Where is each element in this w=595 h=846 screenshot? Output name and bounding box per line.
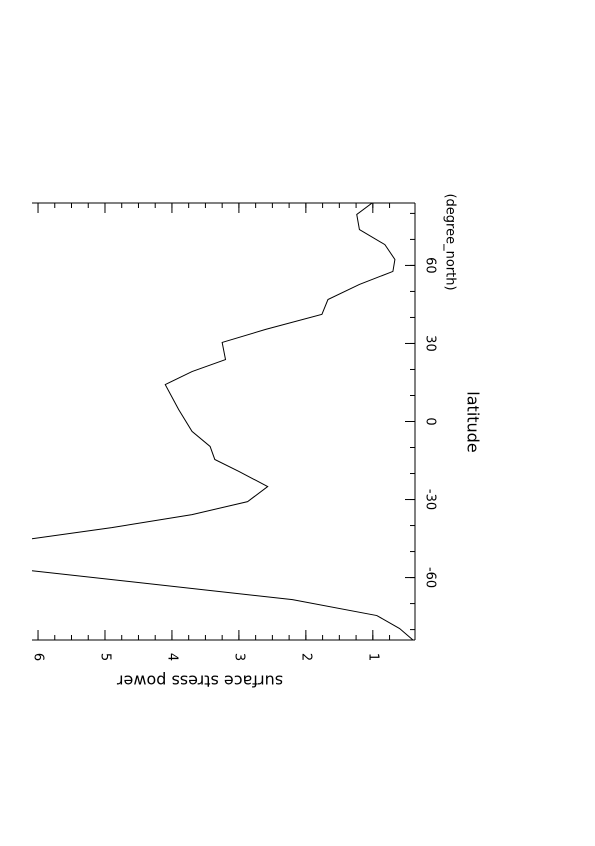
y-tick-label: 5 (97, 653, 112, 661)
y-tick-label: 3 (231, 653, 246, 661)
y-tick-label: 4 (164, 653, 179, 661)
x-tick-label: 60 (423, 257, 438, 274)
x-tick-label: -60 (423, 567, 438, 588)
y-axis-label: surface stress power (117, 672, 284, 691)
y-tick-label: 2 (298, 653, 313, 661)
y-tick-label: 6 (31, 653, 46, 661)
x-axis-unit: (degree_north) (443, 193, 458, 290)
data-line (32, 203, 414, 640)
y-tick-label: 1 (365, 653, 380, 661)
x-axis-label: latitude (464, 391, 483, 452)
x-tick-label: 30 (423, 335, 438, 352)
x-tick-label: 0 (423, 417, 438, 425)
x-tick-label: -30 (423, 489, 438, 510)
